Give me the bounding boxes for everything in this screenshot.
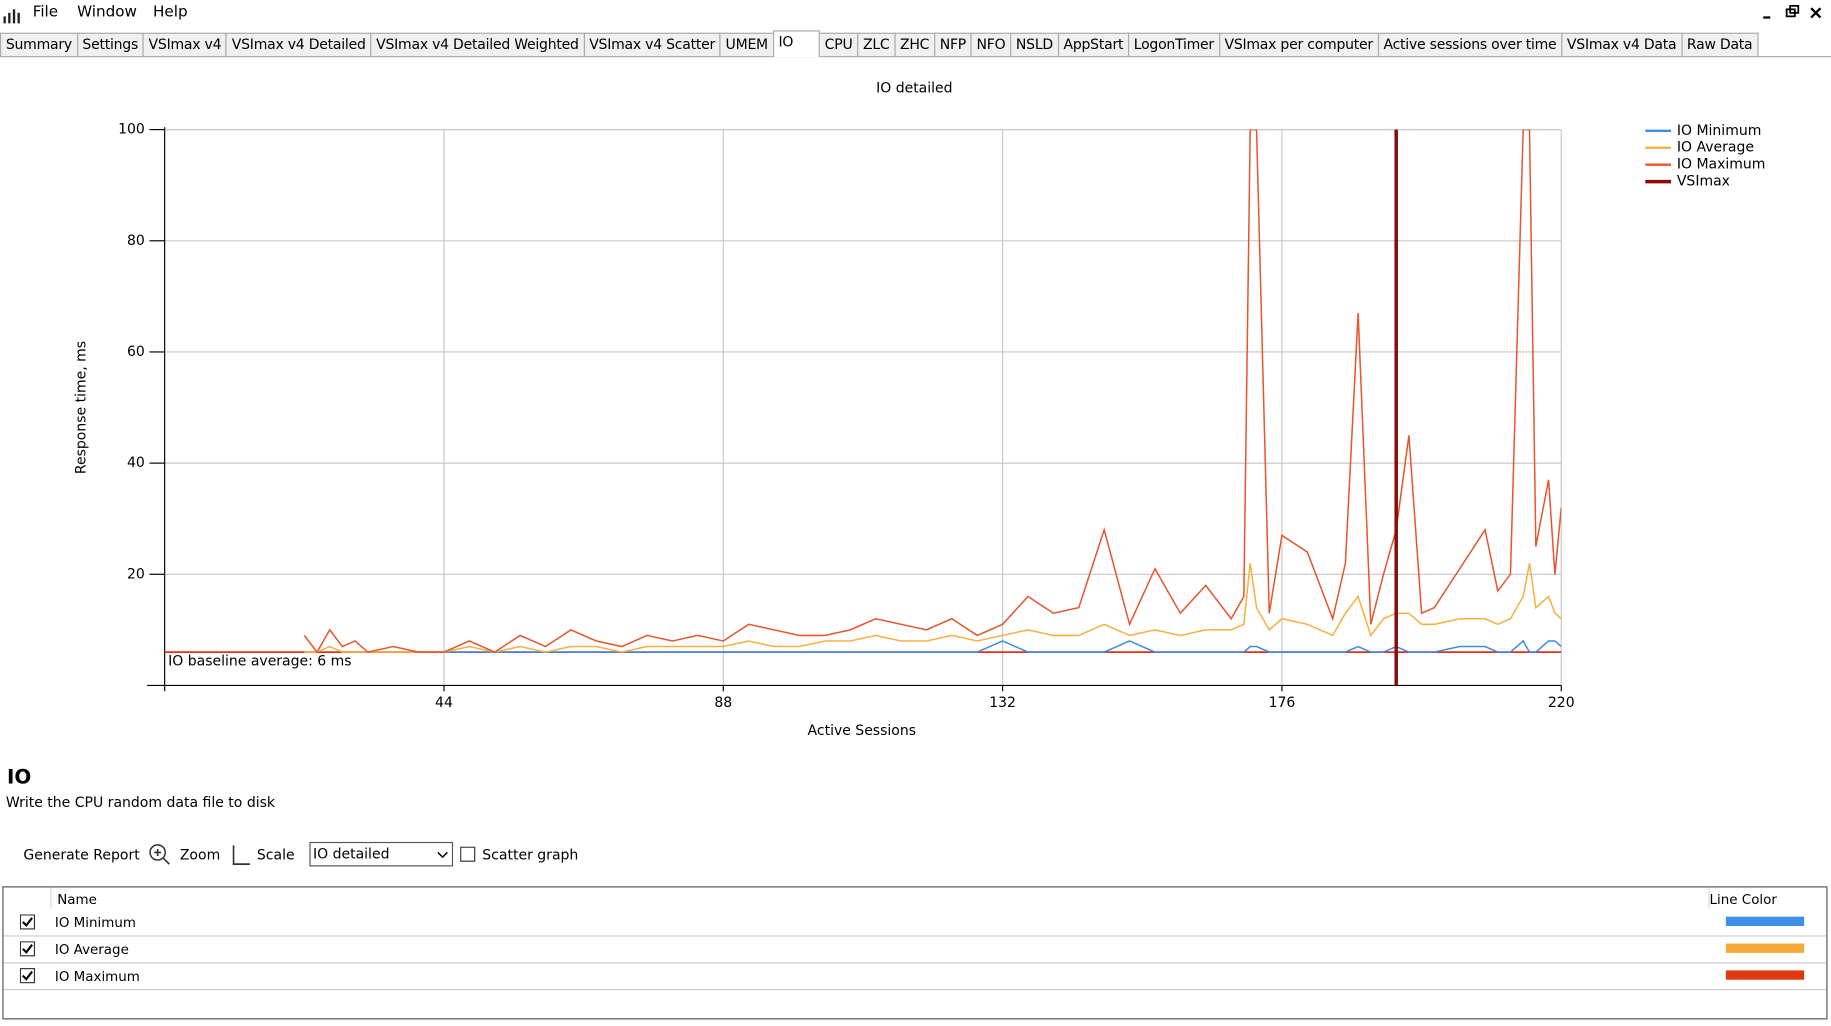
column-header: Name [51, 887, 1710, 909]
dropdown-arrow [437, 851, 448, 859]
view-select-value: IO detailed [312, 845, 390, 862]
app-icon [3, 9, 20, 24]
scale-button[interactable]: Scale [256, 846, 295, 863]
series-line [303, 129, 1562, 654]
menu-bar: File Window Help [0, 0, 1831, 26]
menu-item[interactable]: Help [152, 3, 188, 22]
checkbox-box [19, 968, 36, 984]
x-axis-label: Active Sessions [808, 723, 916, 739]
zoom-button[interactable]: Zoom [179, 846, 221, 863]
chart-title: IO detailed [876, 81, 952, 97]
row-name: IO Minimum [54, 914, 136, 931]
tab[interactable]: VSImax v4 [142, 32, 228, 57]
menu-item[interactable]: File [32, 3, 59, 22]
tab[interactable]: LogonTimer [1127, 32, 1220, 57]
x-tick-label: 44 [435, 695, 453, 711]
tab[interactable]: VSImax v4 Detailed Weighted [370, 32, 585, 57]
tab[interactable]: NFO [970, 32, 1012, 57]
chart: IO detailed Active Sessions Response tim… [74, 81, 1766, 739]
table-row: IO Minimum [3, 910, 1827, 937]
legend-label: IO Maximum [1677, 157, 1766, 173]
tab[interactable]: NSLD [1010, 32, 1059, 57]
series-line [443, 639, 1562, 653]
legend-label: IO Average [1677, 140, 1754, 156]
y-axis-label: Response time, ms [74, 341, 90, 474]
y-tick-label: 80 [127, 233, 145, 249]
tab[interactable]: Active sessions over time [1377, 32, 1563, 57]
table-row: IO Maximum [3, 963, 1827, 991]
x-tick-label: 176 [1269, 695, 1296, 711]
column-header: Line Color [1709, 890, 1777, 908]
x-tick-label: 220 [1548, 695, 1575, 711]
checkmark [22, 944, 33, 954]
row-color [1725, 970, 1805, 980]
row-name: IO Maximum [54, 968, 140, 985]
window-controls[interactable] [1756, 2, 1826, 25]
view-select[interactable]: IO detailed [309, 841, 454, 867]
series-line [304, 563, 1562, 653]
y-tick-label: 20 [127, 566, 145, 582]
toolbar: Generate Report Zoom Scale IO detailed S… [0, 841, 817, 869]
plot-area [303, 129, 1562, 654]
checkbox-box [19, 941, 36, 957]
scatter-graph-label[interactable]: Scatter graph [482, 846, 579, 863]
row-color [1725, 943, 1805, 953]
tab[interactable]: VSImax v4 Scatter [583, 32, 721, 57]
tab[interactable]: VSImax v4 Data [1561, 32, 1683, 57]
checkbox-box [19, 914, 36, 930]
tab[interactable]: VSImax v4 Detailed [225, 32, 372, 57]
row-name: IO Average [54, 941, 129, 958]
scatter-checkbox[interactable] [460, 846, 476, 863]
row-checkbox[interactable] [19, 941, 36, 957]
tab[interactable]: NFP [933, 32, 972, 57]
tab[interactable]: VSImax per computer [1218, 32, 1379, 57]
x-tick-label: 132 [989, 695, 1016, 711]
menu-item[interactable]: Window [77, 3, 137, 22]
info-description: Write the CPU random data file to disk [5, 794, 276, 811]
series-table: Name Line Color IO Minimum IO Average IO M… [2, 886, 1828, 1020]
tab[interactable]: ZLC [857, 32, 896, 57]
row-color [1725, 916, 1805, 927]
tab[interactable]: ZHC [894, 32, 936, 57]
y-tick-label: 100 [118, 122, 145, 138]
tab[interactable]: CPU [818, 32, 859, 57]
y-tick-label: 60 [127, 344, 145, 360]
tab[interactable]: AppStart [1057, 32, 1130, 57]
legend-label: IO Minimum [1677, 123, 1761, 139]
y-tick-label: 40 [127, 455, 145, 471]
tab-strip: Summary Settings VSImax v4 VSImax v4 Detail… [0, 30, 1831, 58]
scale-icon[interactable] [230, 842, 253, 868]
info-title: IO [7, 766, 32, 790]
zoom-icon[interactable] [147, 842, 173, 868]
table-row: IO Average [3, 937, 1827, 964]
x-tick-label: 88 [714, 695, 732, 711]
row-checkbox[interactable] [19, 968, 36, 984]
generate-report-button[interactable]: Generate Report [23, 846, 140, 863]
tab[interactable]: Raw Data [1681, 32, 1759, 57]
checkmark [22, 917, 33, 928]
legend-label: VSImax [1677, 174, 1730, 190]
baseline-label: IO baseline average: 6 ms [168, 653, 351, 669]
tab[interactable]: UMEM [719, 32, 774, 57]
tab[interactable]: IO [772, 30, 821, 58]
checkmark [22, 970, 33, 981]
checkbox-column-header [4, 887, 52, 909]
row-checkbox[interactable] [19, 914, 36, 930]
